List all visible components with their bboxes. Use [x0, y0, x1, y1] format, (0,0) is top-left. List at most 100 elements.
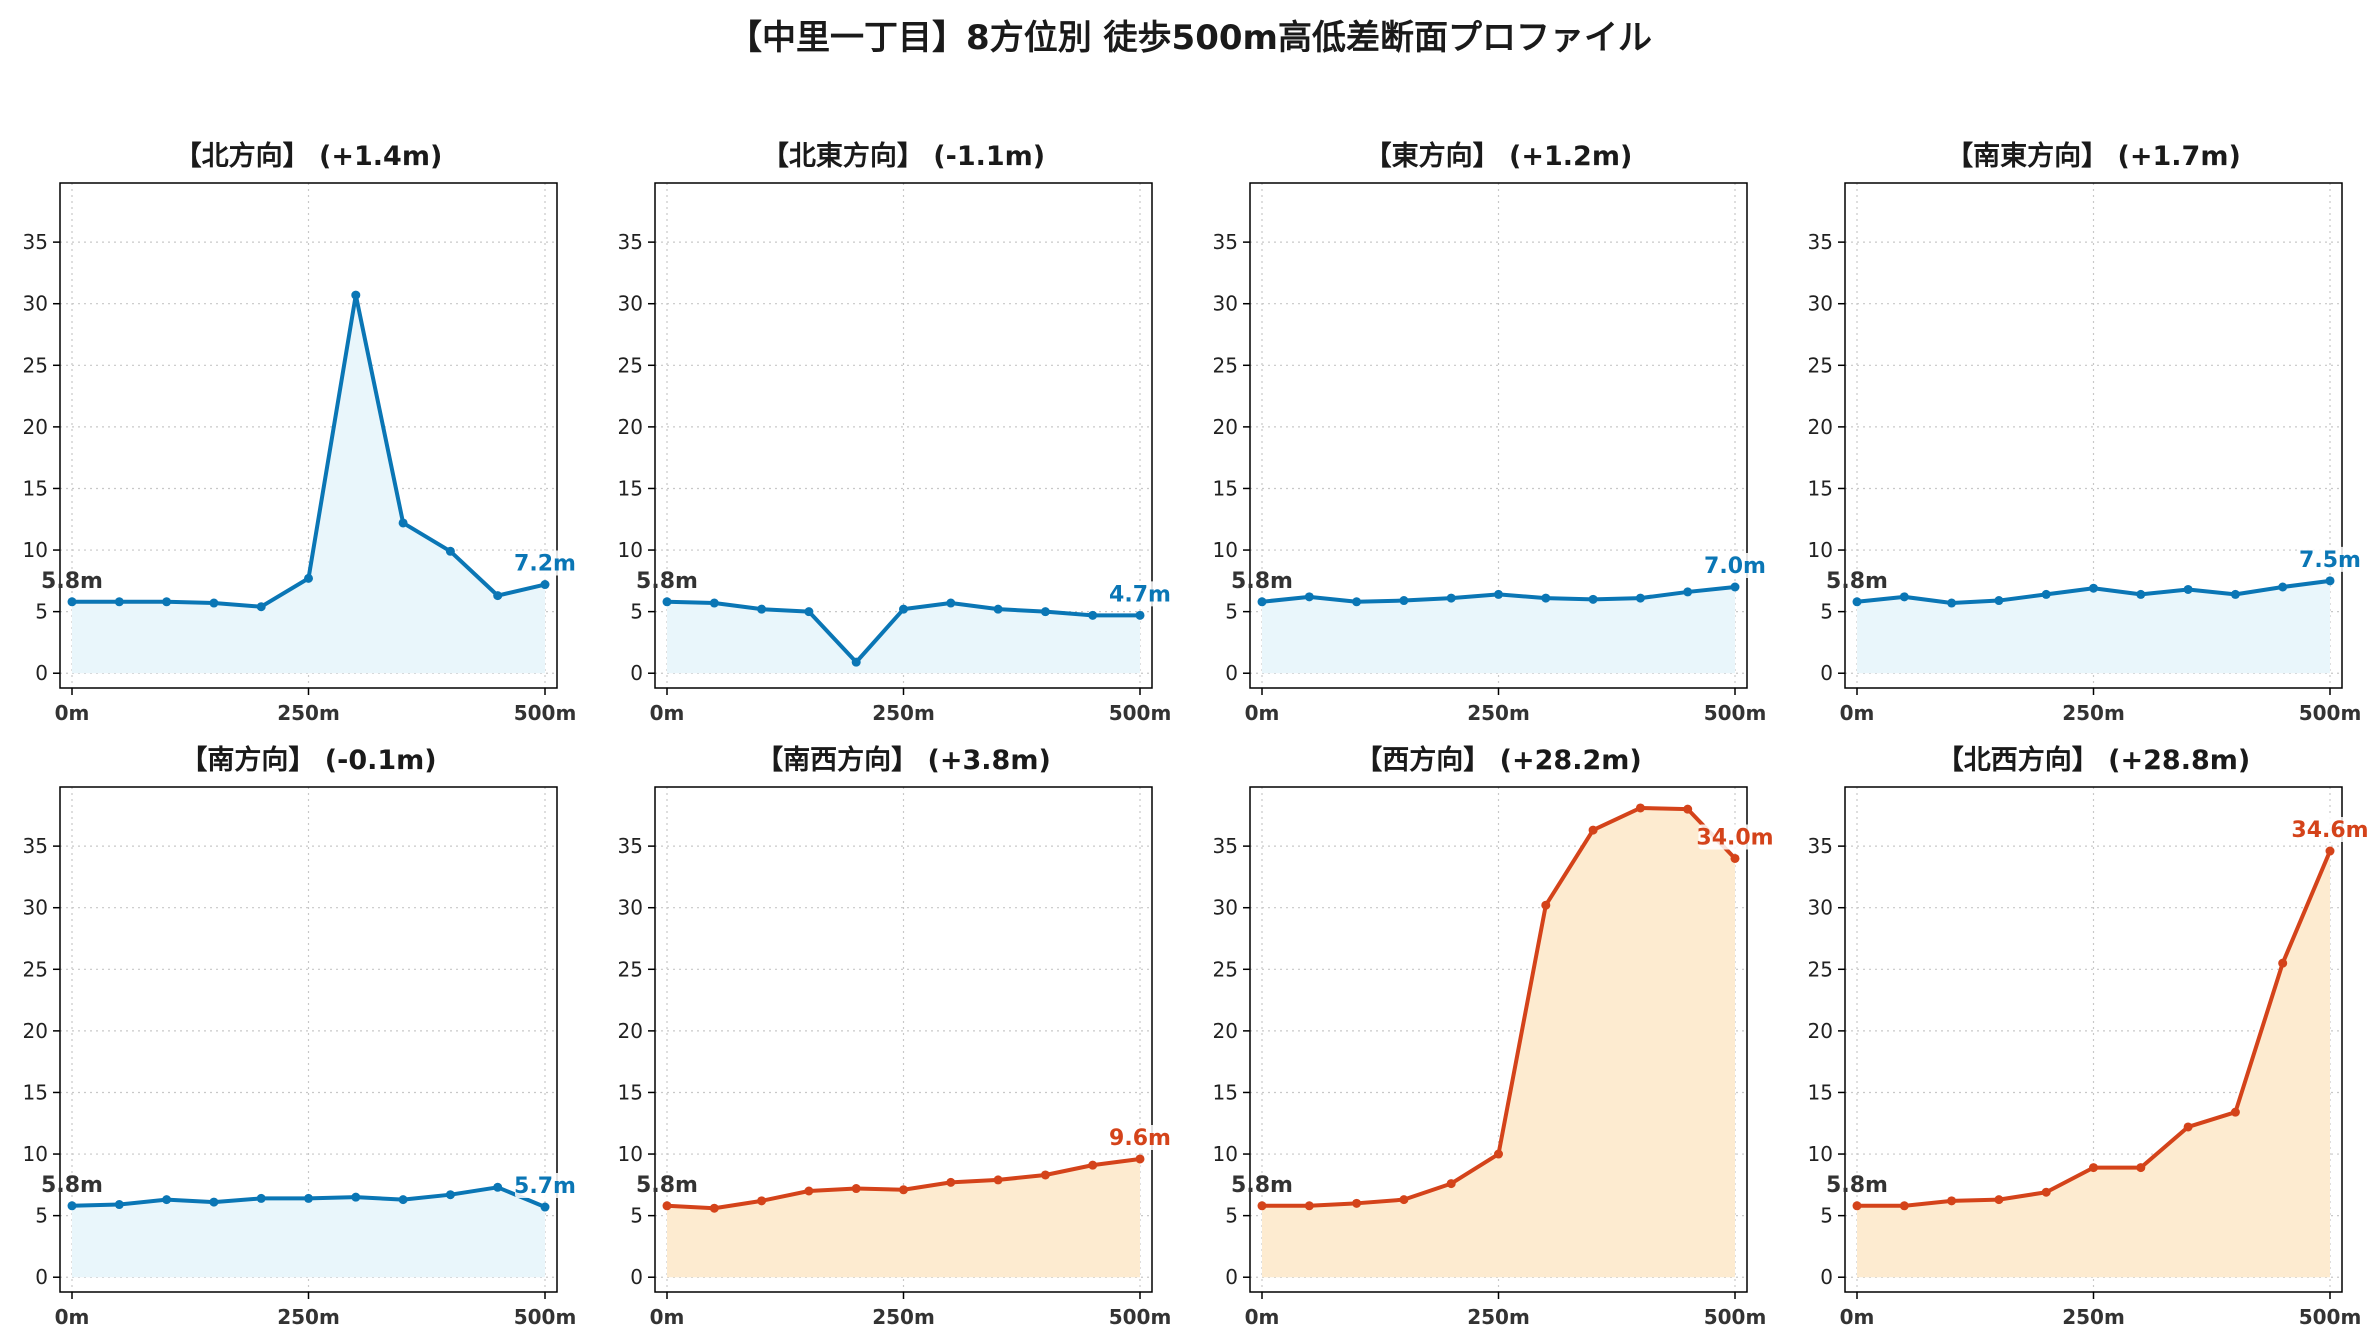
end-value-label: 7.2m — [514, 552, 576, 577]
data-point — [1635, 803, 1645, 813]
area-fill — [667, 601, 1140, 674]
data-point — [1730, 853, 1740, 863]
data-point — [67, 597, 77, 607]
data-point — [1635, 593, 1645, 603]
y-tick-label: 15 — [23, 1080, 48, 1104]
data-point — [398, 1195, 408, 1205]
data-point — [1494, 1149, 1503, 1159]
start-value-label: 5.8m — [1231, 569, 1293, 594]
data-point — [256, 602, 266, 612]
data-point — [1994, 1195, 2004, 1205]
data-point — [209, 598, 219, 608]
end-value-label: 7.5m — [2299, 548, 2361, 573]
data-point — [993, 604, 1003, 614]
data-point — [1399, 1195, 1409, 1205]
x-tick-label: 0m — [1840, 701, 1875, 725]
data-point — [445, 1190, 455, 1200]
y-tick-label: 5 — [1820, 1204, 1833, 1228]
x-tick-label: 0m — [650, 701, 685, 725]
y-tick-label: 5 — [35, 600, 48, 624]
end-value-label: 7.0m — [1704, 554, 1766, 579]
data-point — [1135, 1154, 1145, 1164]
y-tick-label: 30 — [618, 292, 643, 316]
chart-title: 【北西方向】 (+28.8m) — [1937, 744, 2250, 776]
chart-panel-0: 【北方向】 (+1.4m) 0 5 10 15 20 25 30 35 0m 250m 500m 5.8… — [23, 140, 577, 725]
data-point — [2041, 589, 2051, 599]
data-point — [2230, 1107, 2240, 1117]
data-point — [1683, 804, 1693, 814]
data-point — [1588, 825, 1598, 835]
y-tick-label: 0 — [1225, 661, 1238, 685]
data-point — [1899, 592, 1909, 602]
y-tick-label: 20 — [1808, 415, 1833, 439]
y-tick-label: 5 — [1225, 600, 1238, 624]
data-point — [1852, 1201, 1862, 1211]
data-point — [899, 1185, 908, 1195]
y-tick-label: 15 — [1808, 476, 1833, 500]
y-tick-label: 10 — [23, 1142, 48, 1166]
y-tick-label: 20 — [23, 415, 48, 439]
chart-panel-5: 【南西方向】 (+3.8m) 0 5 10 15 20 25 30 35 0m 250m 500m 5.… — [618, 744, 1172, 1329]
data-point — [351, 290, 361, 300]
start-value-label: 5.8m — [636, 1173, 698, 1198]
y-tick-label: 15 — [1213, 476, 1238, 500]
data-point — [1994, 596, 2004, 606]
data-point — [899, 604, 908, 614]
chart-panel-7: 【北西方向】 (+28.8m) 0 5 10 15 20 25 30 35 0m 250m 500m 5… — [1808, 744, 2369, 1329]
x-tick-label: 250m — [1467, 701, 1530, 725]
x-tick-label: 250m — [277, 701, 340, 725]
y-tick-label: 20 — [618, 1019, 643, 1043]
data-point — [1040, 607, 1050, 617]
data-point — [1446, 593, 1456, 603]
data-point — [162, 1195, 172, 1205]
series-line — [72, 293, 546, 609]
y-tick-label: 25 — [1213, 353, 1238, 377]
y-tick-label: 10 — [1213, 538, 1238, 562]
data-point — [1088, 1160, 1098, 1170]
data-point — [2183, 584, 2193, 594]
y-tick-label: 0 — [35, 661, 48, 685]
end-label-bg — [1110, 1124, 1170, 1150]
end-label-bg — [1705, 553, 1765, 578]
data-point — [709, 598, 719, 608]
chart-panel-4: 【南方向】 (-0.1m) 0 5 10 15 20 25 30 35 0m 250m 500m 5.8… — [23, 744, 577, 1329]
y-tick-label: 10 — [1213, 1142, 1238, 1166]
x-tick-label: 0m — [1245, 1305, 1280, 1329]
chart-title: 【東方向】 (+1.2m) — [1365, 140, 1633, 172]
data-point — [209, 1197, 219, 1207]
data-point — [1852, 597, 1862, 607]
chart-title: 【北方向】 (+1.4m) — [175, 140, 443, 172]
y-tick-label: 30 — [23, 896, 48, 920]
y-tick-label: 0 — [1820, 1265, 1833, 1289]
y-tick-label: 25 — [1808, 957, 1833, 981]
data-point — [398, 518, 408, 528]
x-tick-label: 500m — [514, 1305, 577, 1329]
data-point — [709, 1203, 719, 1213]
data-point — [946, 1177, 956, 1187]
data-point — [1304, 592, 1314, 602]
x-tick-label: 0m — [1840, 1305, 1875, 1329]
data-point — [2230, 589, 2240, 599]
data-point — [493, 1182, 503, 1192]
chart-title: 【北東方向】 (-1.1m) — [762, 140, 1045, 172]
chart-title: 【西方向】 (+28.2m) — [1355, 744, 1641, 776]
y-tick-label: 30 — [23, 292, 48, 316]
data-point — [1352, 1198, 1362, 1208]
data-point — [1683, 587, 1693, 597]
y-tick-label: 15 — [23, 476, 48, 500]
y-tick-label: 0 — [630, 661, 643, 685]
data-point — [1494, 589, 1503, 599]
chart-panel-1: 【北東方向】 (-1.1m) 0 5 10 15 20 25 30 35 0m 250m 500m 5.… — [618, 140, 1172, 725]
y-tick-label: 25 — [1213, 957, 1238, 981]
data-point — [304, 1193, 313, 1203]
x-tick-label: 250m — [872, 1305, 935, 1329]
chart-panel-2: 【東方向】 (+1.2m) 0 5 10 15 20 25 30 35 0m 250m 500m 5.8… — [1213, 140, 1767, 725]
x-tick-label: 250m — [2062, 701, 2125, 725]
chart-title: 【南方向】 (-0.1m) — [180, 744, 436, 776]
data-point — [1588, 594, 1598, 604]
y-tick-label: 35 — [618, 230, 643, 254]
data-point — [993, 1175, 1003, 1185]
data-point — [540, 1202, 550, 1212]
y-tick-label: 25 — [1808, 353, 1833, 377]
